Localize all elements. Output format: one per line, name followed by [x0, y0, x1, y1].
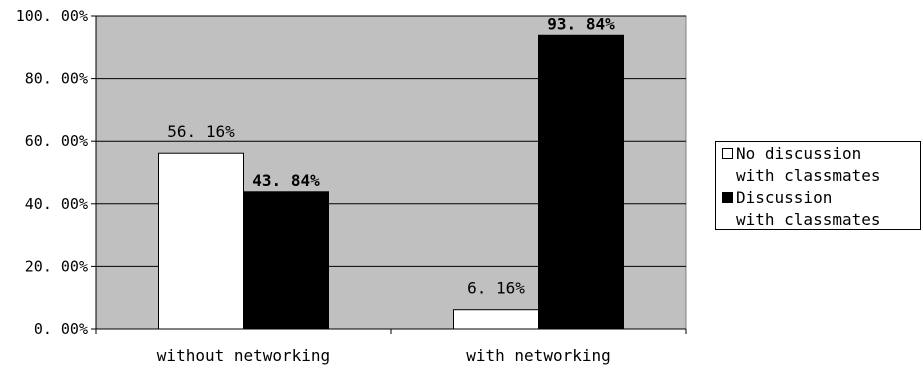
y-tick-label: 60. 00%: [25, 132, 88, 150]
data-label: 93. 84%: [547, 14, 615, 33]
legend: No discussion with classmates Discussion…: [715, 141, 921, 230]
data-label: 6. 16%: [467, 279, 525, 298]
legend-item-no-discussion: No discussion with classmates: [716, 143, 920, 187]
x-category-label: without networking: [157, 346, 330, 365]
legend-label: No discussion with classmates: [736, 144, 881, 185]
legend-label: Discussion with classmates: [736, 188, 881, 229]
legend-swatch-white: [722, 148, 733, 159]
x-category-label: with networking: [466, 346, 611, 365]
bar: [158, 152, 244, 330]
y-tick-label: 0. 00%: [34, 320, 88, 338]
data-label: 43. 84%: [252, 171, 320, 190]
y-tick-label: 20. 00%: [25, 257, 88, 275]
y-tick-label: 100. 00%: [16, 7, 88, 25]
legend-swatch-black: [722, 192, 733, 203]
legend-item-discussion: Discussion with classmates: [716, 187, 920, 231]
y-tick-label: 40. 00%: [25, 195, 88, 213]
data-label: 56. 16%: [167, 122, 235, 141]
bar: [243, 191, 329, 330]
y-tick-label: 80. 00%: [25, 70, 88, 88]
bar: [453, 309, 539, 330]
bar: [538, 34, 624, 330]
